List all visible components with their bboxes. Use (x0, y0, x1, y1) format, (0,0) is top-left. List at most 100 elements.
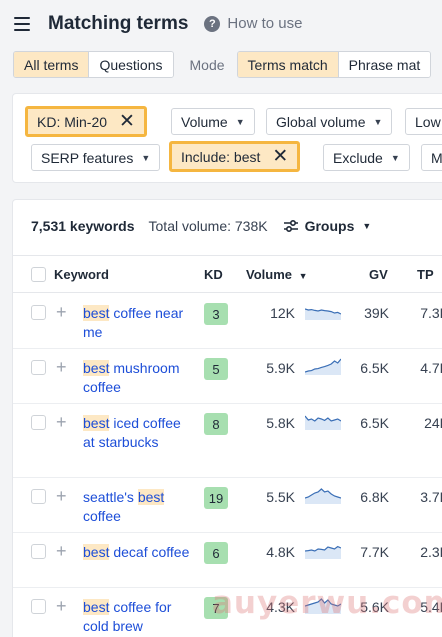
more-filters-dropdown[interactable]: M (421, 144, 442, 171)
volume-trend-sparkline[interactable] (305, 355, 341, 375)
sparkline-area (305, 416, 341, 430)
table-row[interactable]: + best iced coffee at starbucks 8 5.8K 6.5K 2… (13, 404, 442, 478)
exclude-dropdown[interactable]: Exclude ▼ (323, 144, 410, 171)
keyword-link[interactable]: best mushroom coffee (83, 359, 195, 397)
kd-filter-label: KD: Min-20 (37, 113, 108, 130)
hamburger-menu-icon[interactable] (14, 16, 30, 31)
keyword-text: mushroom coffee (83, 360, 180, 395)
column-volume[interactable]: Volume ▼ (246, 267, 308, 282)
table-header: Keyword KD Volume ▼ GV TP (13, 255, 442, 293)
volume-dropdown-label: Volume (181, 113, 228, 130)
volume-trend-sparkline[interactable] (305, 410, 341, 430)
volume-dropdown[interactable]: Volume ▼ (171, 108, 255, 135)
gv-value: 6.5K (360, 415, 389, 431)
sparkline-line (305, 598, 341, 607)
volume-trend-sparkline[interactable] (305, 484, 341, 504)
groups-dropdown[interactable]: Groups ▼ (283, 218, 372, 234)
keyword-match-highlight: best (83, 360, 110, 376)
exclude-dropdown-label: Exclude (333, 149, 383, 166)
close-icon[interactable]: ✕ (272, 146, 289, 167)
total-volume: Total volume: 738K (148, 218, 268, 234)
sparkline-line (305, 358, 341, 373)
sparkline-line (305, 488, 341, 499)
row-checkbox[interactable] (31, 360, 46, 375)
sparkline-line (305, 308, 341, 315)
question-circle-icon: ? (204, 15, 221, 32)
sparkline-area (305, 599, 341, 614)
column-gv[interactable]: GV (369, 267, 388, 282)
column-tp[interactable]: TP (417, 267, 434, 282)
global-volume-dropdown[interactable]: Global volume ▼ (266, 108, 393, 135)
keyword-text: coffee (83, 508, 121, 524)
filters-panel: KD: Min-20 ✕ Volume ▼ Global volume ▼ Lo… (12, 93, 442, 183)
help-link[interactable]: ? How to use (204, 15, 302, 32)
volume-value: 5.8K (266, 415, 295, 431)
keyword-match-highlight: best (83, 305, 110, 321)
sliders-icon (283, 220, 298, 232)
serp-features-dropdown[interactable]: SERP features ▼ (31, 144, 161, 171)
table-row[interactable]: + best decaf coffee 6 4.8K 7.7K 2.3K (13, 533, 442, 588)
column-keyword[interactable]: Keyword (54, 267, 109, 282)
sort-desc-icon: ▼ (298, 271, 308, 281)
add-to-list-icon[interactable]: + (56, 302, 67, 322)
add-to-list-icon[interactable]: + (56, 541, 67, 561)
keyword-link[interactable]: best coffee near me (83, 304, 195, 342)
results-panel: 7,531 keywords Total volume: 738K Groups… (12, 199, 442, 637)
row-checkbox[interactable] (31, 599, 46, 614)
include-filter-chip[interactable]: Include: best ✕ (169, 141, 301, 172)
table-row[interactable]: + best coffee near me 3 12K 39K 7.3K (13, 294, 442, 349)
volume-trend-sparkline[interactable] (305, 539, 341, 559)
table-row[interactable]: + best mushroom coffee 5 5.9K 6.5K 4.7K (13, 349, 442, 404)
sparkline-line (305, 545, 341, 552)
kd-filter-chip[interactable]: KD: Min-20 ✕ (25, 106, 147, 137)
sparkline-line (305, 415, 341, 422)
kd-badge: 5 (204, 358, 228, 380)
add-to-list-icon[interactable]: + (56, 357, 67, 377)
serp-features-label: SERP features (41, 149, 134, 166)
keyword-link[interactable]: best decaf coffee (83, 543, 195, 562)
row-checkbox[interactable] (31, 489, 46, 504)
tab-questions[interactable]: Questions (88, 52, 173, 77)
volume-value: 4.8K (266, 544, 295, 560)
low-dropdown[interactable]: Low (405, 108, 442, 135)
sparkline-area (305, 309, 341, 320)
add-to-list-icon[interactable]: + (56, 486, 67, 506)
chevron-down-icon: ▼ (235, 116, 245, 127)
column-kd[interactable]: KD (204, 267, 223, 282)
gv-value: 39K (364, 305, 389, 321)
keyword-link[interactable]: best coffee for cold brew (83, 598, 195, 636)
volume-trend-sparkline[interactable] (305, 594, 341, 614)
table-row[interactable]: + best coffee for cold brew 7 4.3K 5.6K 5.4K (13, 588, 442, 637)
kd-badge: 7 (204, 597, 228, 619)
include-filter-label: Include: best (181, 148, 261, 165)
add-to-list-icon[interactable]: + (56, 596, 67, 616)
row-checkbox[interactable] (31, 305, 46, 320)
volume-trend-sparkline[interactable] (305, 300, 341, 320)
row-checkbox[interactable] (31, 544, 46, 559)
tp-value: 2.3K (420, 544, 442, 560)
row-checkbox[interactable] (31, 415, 46, 430)
mode-phrase-match[interactable]: Phrase mat (337, 52, 431, 77)
gv-value: 7.7K (360, 544, 389, 560)
keyword-link[interactable]: best iced coffee at starbucks (83, 414, 195, 452)
keyword-match-highlight: best (83, 415, 110, 431)
chevron-down-icon: ▼ (373, 116, 383, 127)
terms-segmented-control: All terms Questions (13, 51, 174, 78)
table-row[interactable]: + seattle's best coffee 19 5.5K 6.8K 3.7K (13, 478, 442, 533)
global-volume-label: Global volume (276, 113, 366, 130)
groups-label: Groups (304, 218, 355, 234)
header: Matching terms ? How to use (0, 0, 442, 47)
close-icon[interactable]: ✕ (119, 111, 135, 132)
keyword-match-highlight: best (83, 544, 110, 560)
select-all-checkbox[interactable] (31, 267, 46, 282)
chevron-down-icon: ▼ (362, 221, 372, 231)
mode-terms-match[interactable]: Terms match (237, 52, 338, 77)
volume-value: 5.5K (266, 489, 295, 505)
volume-value: 12K (270, 305, 295, 321)
keyword-text: seattle's (83, 489, 138, 505)
keyword-text: coffee for cold brew (83, 599, 172, 634)
tab-all-terms[interactable]: All terms (14, 52, 89, 77)
add-to-list-icon[interactable]: + (56, 412, 67, 432)
keyword-link[interactable]: seattle's best coffee (83, 488, 195, 526)
sparkline-area (305, 489, 341, 504)
